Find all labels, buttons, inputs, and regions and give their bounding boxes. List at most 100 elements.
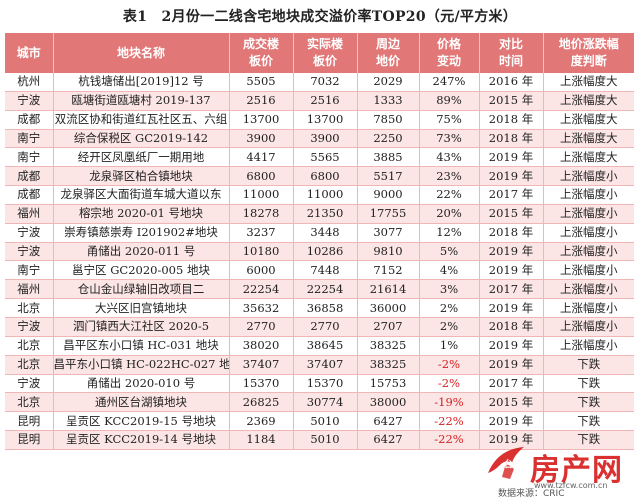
cell-deal-floor-price: 11000 — [229, 185, 294, 205]
cell-nearby-land-price: 5517 — [357, 166, 420, 187]
header-nearby-land-price: 周边 地价 — [357, 33, 420, 73]
cell-parcel-name: 邕宁区 GC2020-005 地块 — [53, 260, 230, 281]
cell-trend-judgement: 上涨幅度小 — [543, 336, 634, 356]
cell-trend-judgement: 上涨幅度大 — [543, 110, 634, 130]
cell-trend-judgement: 上涨幅度小 — [543, 204, 634, 224]
cell-city: 南宁 — [5, 129, 54, 149]
cell-price-change: -2% — [419, 374, 480, 394]
cell-nearby-land-price: 6427 — [357, 411, 420, 432]
cell-compare-time: 2019 年 — [479, 355, 544, 375]
cell-parcel-name: 龙泉驿区大面街道车城大道以东 — [53, 185, 230, 205]
cell-price-change: 22% — [419, 185, 480, 205]
cell-deal-floor-price: 38020 — [229, 336, 294, 356]
cell-compare-time: 2019 年 — [479, 336, 544, 356]
cell-nearby-land-price: 3077 — [357, 223, 420, 243]
cell-deal-floor-price: 1184 — [229, 430, 294, 450]
cell-trend-judgement: 下跌 — [543, 411, 634, 432]
header-parcel-name: 地块名称 — [53, 33, 230, 73]
table-row: 昆明 呈贡区 KCC2019-14 号地块 1184 5010 6427 -22% 2019… — [5, 430, 634, 450]
header-city: 城市 — [5, 33, 54, 73]
table-row: 福州 仓山金山绿轴旧改项目二 22254 22254 21614 3% 2017 年上涨幅度… — [5, 279, 634, 300]
cell-deal-floor-price: 13700 — [229, 110, 294, 130]
cell-nearby-land-price: 1333 — [357, 91, 420, 111]
cell-price-change: -2% — [419, 355, 480, 375]
cell-actual-floor-price: 11000 — [293, 185, 358, 205]
cell-city: 成都 — [5, 185, 54, 205]
table-row: 成都 龙泉驿区柏合镇地块 6800 6800 5517 23% 2019 年上涨幅度小 — [5, 166, 634, 187]
cell-city: 宁波 — [5, 317, 54, 337]
cell-city: 北京 — [5, 298, 54, 318]
cell-compare-time: 2019 年 — [479, 166, 544, 187]
cell-trend-judgement: 上涨幅度小 — [543, 166, 634, 187]
cell-deal-floor-price: 3237 — [229, 223, 294, 243]
cell-trend-judgement: 上涨幅度小 — [543, 242, 634, 262]
cell-trend-judgement: 上涨幅度大 — [543, 129, 634, 149]
cell-city: 杭州 — [5, 73, 54, 92]
cell-parcel-name: 通州区台湖镇地块 — [53, 392, 230, 413]
cell-compare-time: 2015 年 — [479, 91, 544, 111]
table-body: 杭州 杭钱塘储出[2019]12 号 5505 7032 2029 247% 2016 年上… — [5, 73, 634, 450]
cell-compare-time: 2019 年 — [479, 260, 544, 281]
cell-parcel-name: 甬储出 2020-011 号 — [53, 242, 230, 262]
cell-city: 北京 — [5, 336, 54, 356]
cell-compare-time: 2016 年 — [479, 73, 544, 92]
cell-actual-floor-price: 3448 — [293, 223, 358, 243]
cell-city: 昆明 — [5, 411, 54, 432]
cell-compare-time: 2018 年 — [479, 223, 544, 243]
cell-compare-time: 2019 年 — [479, 430, 544, 450]
table-row: 北京 大兴区旧宫镇地块 35632 36858 36000 2% 2019 年上涨幅度小 — [5, 298, 634, 318]
cell-trend-judgement: 上涨幅度小 — [543, 317, 634, 337]
cell-price-change: 75% — [419, 110, 480, 130]
table-row: 南宁 邕宁区 GC2020-005 地块 6000 7448 7152 4% 2019 年上… — [5, 260, 634, 281]
cell-city: 福州 — [5, 279, 54, 300]
watermark: 台州 房产网 www.tzfcw.com.cn — [484, 443, 634, 491]
cell-actual-floor-price: 5565 — [293, 147, 358, 168]
cell-price-change: 2% — [419, 317, 480, 337]
cell-actual-floor-price: 13700 — [293, 110, 358, 130]
cell-actual-floor-price: 2516 — [293, 91, 358, 111]
cell-actual-floor-price: 36858 — [293, 298, 358, 318]
cell-compare-time: 2019 年 — [479, 147, 544, 168]
cell-city: 北京 — [5, 392, 54, 413]
cell-trend-judgement: 上涨幅度小 — [543, 260, 634, 281]
data-table: 城市 地块名称 成交楼 板价 实际楼 板价 周边 地价 价格 变动 对比 时间 地价涨跌幅… — [5, 33, 634, 450]
cell-trend-judgement: 上涨幅度小 — [543, 279, 634, 300]
cell-deal-floor-price: 6000 — [229, 260, 294, 281]
svg-text:台州: 台州 — [504, 458, 522, 470]
cell-nearby-land-price: 38000 — [357, 392, 420, 413]
table-row: 杭州 杭钱塘储出[2019]12 号 5505 7032 2029 247% 2016 年上… — [5, 73, 634, 92]
cell-parcel-name: 双流区协和街道红瓦社区五、六组 — [53, 110, 230, 130]
cell-actual-floor-price: 10286 — [293, 242, 358, 262]
cell-city: 成都 — [5, 110, 54, 130]
cell-price-change: -19% — [419, 392, 480, 413]
cell-trend-judgement: 下跌 — [543, 392, 634, 413]
cell-compare-time: 2017 年 — [479, 374, 544, 394]
cell-nearby-land-price: 38325 — [357, 336, 420, 356]
cell-parcel-name: 仓山金山绿轴旧改项目二 — [53, 279, 230, 300]
cell-deal-floor-price: 22254 — [229, 279, 294, 300]
watermark-logo-text: 房产网 — [530, 453, 623, 488]
cell-city: 宁波 — [5, 223, 54, 243]
cell-compare-time: 2019 年 — [479, 242, 544, 262]
table-title: 表1 2月份一二线含宅地块成交溢价率TOP20（元/平方米） — [122, 9, 518, 25]
cell-deal-floor-price: 35632 — [229, 298, 294, 318]
cell-deal-floor-price: 2516 — [229, 91, 294, 111]
cell-actual-floor-price: 3900 — [293, 129, 358, 149]
cell-compare-time: 2019 年 — [479, 411, 544, 432]
cell-parcel-name: 综合保税区 GC2019-142 — [53, 129, 230, 149]
cell-actual-floor-price: 37407 — [293, 355, 358, 375]
cell-city: 宁波 — [5, 374, 54, 394]
cell-deal-floor-price: 6800 — [229, 166, 294, 187]
cell-compare-time: 2017 年 — [479, 185, 544, 205]
header-deal-floor-price: 成交楼 板价 — [229, 33, 294, 73]
cell-compare-time: 2018 年 — [479, 129, 544, 149]
cell-compare-time: 2015 年 — [479, 204, 544, 224]
cell-city: 福州 — [5, 204, 54, 224]
header-trend-judgement: 地价涨跌幅 度判断 — [543, 33, 634, 73]
cell-deal-floor-price: 3900 — [229, 129, 294, 149]
cell-price-change: 5% — [419, 242, 480, 262]
house-logo-icon: 台州 — [488, 447, 524, 479]
cell-actual-floor-price: 22254 — [293, 279, 358, 300]
cell-city: 宁波 — [5, 91, 54, 111]
